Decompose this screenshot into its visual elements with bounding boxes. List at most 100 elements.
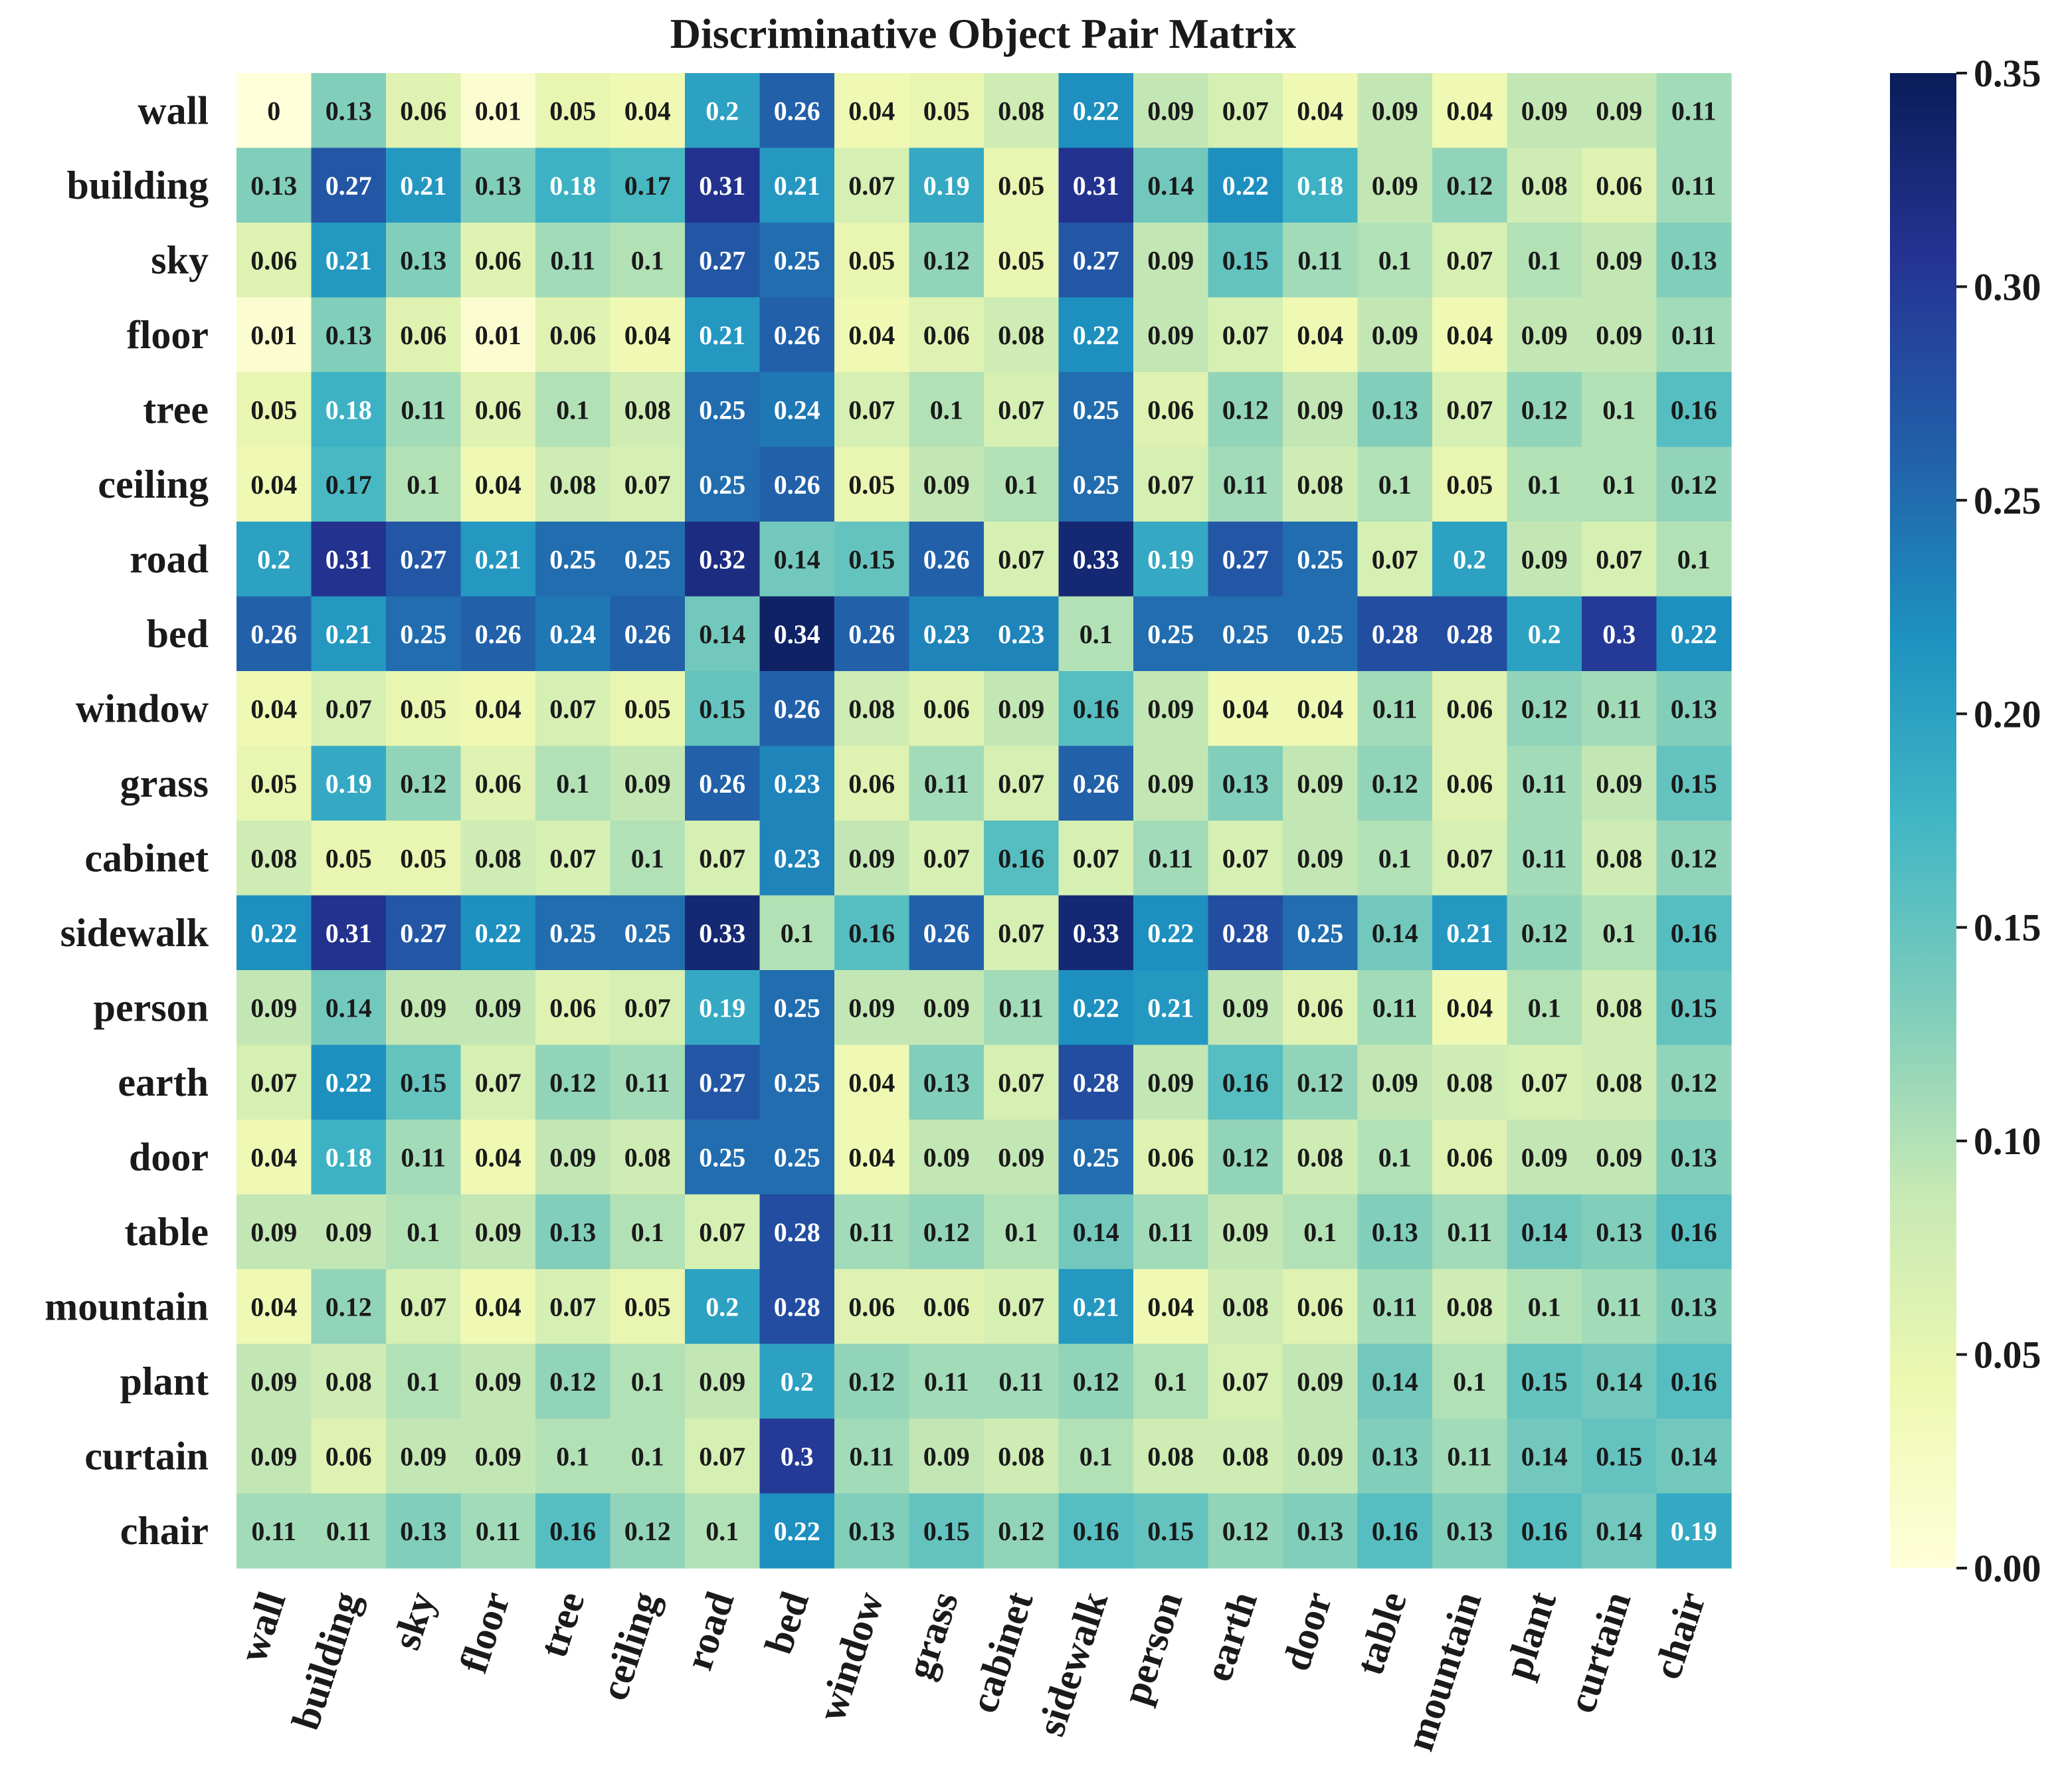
- cell-value-label: 0.06: [848, 769, 895, 799]
- heatmap-cell: [909, 821, 985, 896]
- heatmap-cell: [1582, 372, 1657, 448]
- cell-value-label: 0.19: [326, 769, 372, 799]
- cell-value-label: 0.13: [1671, 245, 1717, 275]
- cell-value-label: 0.04: [475, 1142, 521, 1172]
- heatmap-cell: [1283, 1344, 1359, 1419]
- cell-value-label: 0.31: [1073, 171, 1119, 201]
- cell-value-label: 0.25: [549, 544, 596, 574]
- heatmap-cell: [1058, 1120, 1134, 1195]
- cell-value-label: 0.07: [1073, 843, 1119, 873]
- heatmap-cell: [685, 1269, 761, 1345]
- heatmap-cell: [311, 1493, 387, 1569]
- cell-value-label: 0.22: [1222, 171, 1269, 201]
- heatmap-cell: [1582, 1120, 1657, 1195]
- cell-value-label: 0.09: [1297, 843, 1343, 873]
- cell-value-label: 0.11: [1671, 320, 1717, 350]
- cell-value-label: 0.27: [1222, 544, 1269, 574]
- heatmap-cell: [984, 895, 1060, 971]
- heatmap-cell: [759, 73, 835, 149]
- heatmap-cell: [1432, 821, 1508, 896]
- heatmap-cell: [236, 671, 312, 747]
- column-label-plant: plant: [1495, 1587, 1564, 1684]
- heatmap-cell: [1582, 671, 1657, 747]
- cell-value-label: 0.04: [250, 1142, 297, 1172]
- cell-value-label: 0.16: [1372, 1516, 1418, 1546]
- heatmap-cell: [460, 821, 536, 896]
- cell-value-label: 0.05: [250, 395, 297, 425]
- heatmap-cell: [759, 746, 835, 821]
- cell-value-label: 0.13: [250, 171, 297, 201]
- cell-value-label: 0.13: [549, 1217, 596, 1247]
- heatmap-cell: [610, 447, 686, 522]
- heatmap-cell: [386, 447, 462, 522]
- cell-value-label: 0.08: [326, 1367, 372, 1397]
- cell-value-label: 0.22: [1073, 96, 1119, 126]
- cell-value-label: 0.08: [1596, 1068, 1642, 1098]
- cell-value-label: 0.09: [923, 1441, 970, 1471]
- heatmap-cell: [535, 297, 611, 373]
- cell-value-label: 0.21: [326, 619, 372, 649]
- heatmap-cell: [311, 746, 387, 821]
- heatmap-cell: [1507, 1493, 1582, 1569]
- column-label-bed: bed: [756, 1587, 817, 1659]
- heatmap-cell: [685, 596, 761, 672]
- row-label-grass: grass: [120, 761, 209, 805]
- heatmap-cell: [1208, 73, 1283, 149]
- heatmap-cell: [1133, 73, 1209, 149]
- heatmap-cell: [1507, 297, 1582, 373]
- column-label-road: road: [676, 1587, 743, 1675]
- heatmap-cell: [236, 970, 312, 1046]
- heatmap-cell: [984, 522, 1060, 597]
- cell-value-label: 0.22: [1671, 619, 1717, 649]
- heatmap-cell: [1133, 223, 1209, 298]
- heatmap-cell: [1283, 522, 1359, 597]
- heatmap-cell: [834, 1344, 910, 1419]
- heatmap-cell: [460, 297, 536, 373]
- heatmap-cell: [759, 596, 835, 672]
- heatmap-cell: [535, 73, 611, 149]
- cell-value-label: 0.27: [400, 918, 446, 948]
- row-label-window: window: [76, 686, 209, 730]
- heatmap-cell: [1283, 895, 1359, 971]
- heatmap-cell: [610, 1419, 686, 1494]
- heatmap-cell: [1058, 821, 1134, 896]
- heatmap-cell: [1133, 1045, 1209, 1120]
- cell-value-label: 0.14: [326, 993, 372, 1023]
- heatmap-cell: [1656, 1493, 1732, 1569]
- cell-value-label: 0.22: [1073, 320, 1119, 350]
- cell-value-label: 0.07: [1147, 470, 1194, 500]
- cell-value-label: 0.13: [326, 320, 372, 350]
- cell-value-label: 0.09: [848, 993, 895, 1023]
- heatmap-cell: [1283, 821, 1359, 896]
- heatmap-cell: [984, 1269, 1060, 1345]
- cell-value-label: 0.07: [326, 694, 372, 724]
- cell-value-label: 0.07: [549, 843, 596, 873]
- heatmap-cell: [1283, 970, 1359, 1046]
- heatmap-cell: [834, 223, 910, 298]
- cell-value-label: 0.16: [549, 1516, 596, 1546]
- heatmap-cell: [1432, 223, 1508, 298]
- heatmap-cell: [236, 1493, 312, 1569]
- cell-value-label: 0.1: [631, 1367, 664, 1397]
- heatmap-cell: [1432, 1344, 1508, 1419]
- heatmap-cell: [1133, 746, 1209, 821]
- heatmap-cell: [1058, 372, 1134, 448]
- cell-value-label: 0.08: [624, 395, 671, 425]
- heatmap-cell: [1656, 1045, 1732, 1120]
- cell-value-label: 0.08: [1147, 1441, 1194, 1471]
- cell-value-label: 0.07: [1446, 843, 1493, 873]
- heatmap-cell: [1507, 447, 1582, 522]
- heatmap-cell: [535, 447, 611, 522]
- heatmap-cell: [1283, 1194, 1359, 1270]
- heatmap-cell: [909, 970, 985, 1046]
- cell-value-label: 0.07: [998, 544, 1044, 574]
- cell-value-label: 0.16: [1671, 918, 1717, 948]
- heatmap-cell: [1357, 821, 1433, 896]
- heatmap-cell: [1432, 1045, 1508, 1120]
- cell-value-label: 0.12: [1222, 1142, 1269, 1172]
- heatmap-cell: [1656, 297, 1732, 373]
- heatmap-cell: [236, 596, 312, 672]
- cell-value-label: 0.07: [923, 843, 970, 873]
- heatmap-cell: [386, 1120, 462, 1195]
- heatmap-cell: [1582, 746, 1657, 821]
